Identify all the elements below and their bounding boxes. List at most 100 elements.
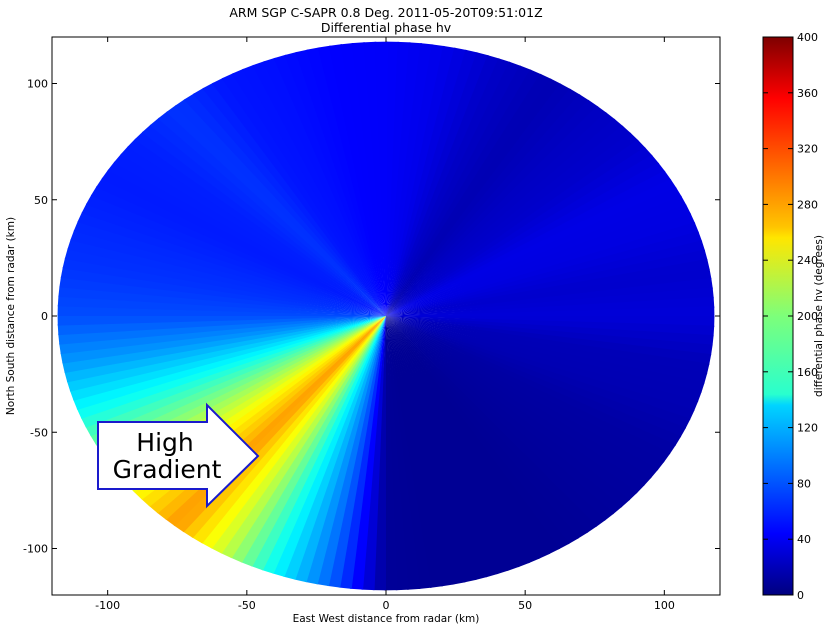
radar-ray (386, 316, 466, 585)
radar-ray (386, 316, 695, 421)
radar-ray (386, 78, 562, 316)
radar-ray (200, 316, 386, 549)
radar-ray (386, 316, 570, 550)
radar-ray (220, 316, 386, 559)
radar-ray (386, 139, 646, 316)
radar-ray (386, 316, 432, 589)
radar-ray (174, 98, 386, 316)
radar-ray (73, 316, 387, 410)
radar-ray (191, 316, 386, 544)
radar-ray (62, 316, 387, 374)
radar-ray (386, 316, 409, 591)
radar-ray (386, 88, 581, 316)
radar-ray (231, 68, 386, 316)
radar-ray (252, 61, 386, 316)
radar-ray (59, 316, 386, 355)
radar-ray (262, 57, 386, 317)
colorbar-tick-label: 200 (797, 310, 818, 323)
high-gradient-arrow (97, 402, 260, 509)
radar-ray (57, 314, 386, 326)
radar-ray (240, 316, 386, 567)
radar-ray (81, 203, 386, 316)
radar-ray (386, 316, 541, 564)
radar-ray (386, 316, 687, 438)
radar-ray (66, 316, 386, 392)
radar-ray (386, 65, 532, 316)
radar-ray (306, 47, 386, 317)
radar-ray (101, 169, 386, 316)
radar-ray (386, 316, 488, 581)
radar-ray (80, 316, 387, 428)
radar-ray (386, 125, 632, 317)
radar-ray (386, 296, 715, 316)
radar-ray (386, 132, 639, 316)
colorbar-tick-label: 120 (797, 422, 818, 435)
radar-ray (386, 316, 645, 494)
radar-ray (221, 73, 386, 317)
radar-ray (386, 204, 692, 316)
colorbar-tick-label: 40 (797, 533, 811, 546)
radar-ray (386, 61, 522, 317)
radar-ray (317, 45, 386, 316)
radar-ray (284, 51, 386, 316)
annotation-line-2: Gradient (113, 455, 222, 484)
colorbar-label: differential phase hv (degrees) (813, 235, 825, 397)
colorbar-ticks: 0 40 80 120 160 200 240 280 320 360 400 (763, 31, 818, 602)
radar-ray (242, 64, 386, 316)
radar-ray (166, 104, 386, 317)
radar-ray (386, 316, 606, 528)
radar-ray (386, 170, 672, 316)
radar-ray (386, 316, 676, 455)
radar-ray (363, 41, 386, 316)
radar-ray (351, 42, 386, 316)
radar-ray (120, 145, 386, 316)
radar-ray (386, 316, 652, 487)
radar-ray (295, 49, 386, 316)
radar-ray (386, 316, 520, 571)
x-tick-label: 0 (383, 599, 390, 612)
radar-ray (60, 316, 387, 364)
radar-ray (386, 316, 444, 588)
radar-ray (374, 41, 388, 317)
radar-ray (230, 316, 386, 563)
radar-ray (95, 316, 387, 454)
radar-ray (85, 194, 387, 316)
y-axis-ticks: -100 -50 0 50 100 (23, 78, 720, 556)
radar-ray (386, 316, 665, 471)
colorbar-tick-label: 80 (797, 477, 811, 490)
radar-ray (384, 316, 398, 591)
radar-ray (386, 94, 590, 316)
chart-subtitle: Differential phase hv (321, 20, 452, 35)
radar-ray (386, 316, 691, 429)
radar-ray (64, 316, 386, 383)
radar-ray (85, 316, 387, 437)
radar-ray (386, 316, 530, 568)
radar-ray (96, 177, 386, 316)
radar-ray (157, 111, 386, 316)
radar-ray (386, 83, 572, 316)
x-tick-label: 50 (518, 599, 532, 612)
radar-ray (211, 77, 386, 316)
radar-ray (273, 54, 386, 316)
y-axis-label: North South distance from radar (km) (5, 217, 17, 415)
radar-ray (386, 231, 703, 316)
colorbar-tick-label: 360 (797, 87, 818, 100)
radar-ray (328, 44, 386, 317)
radar-ray (76, 316, 387, 419)
chart-title: ARM SGP C-SAPR 0.8 Deg. 2011-05-20T09:51… (229, 5, 542, 20)
radar-ray (77, 211, 386, 316)
x-tick-label: -100 (95, 599, 120, 612)
radar-ray (386, 316, 615, 521)
radar-ray (250, 316, 386, 571)
radar-ray (386, 277, 713, 316)
radar-ray (90, 185, 386, 316)
radar-ray (69, 316, 386, 401)
radar-ray (386, 268, 712, 316)
radar-ray (386, 213, 696, 316)
colorbar-tick-label: 240 (797, 254, 818, 267)
radar-ray (386, 154, 660, 316)
radar-ray (183, 93, 386, 316)
colorbar-tick-label: 0 (797, 589, 804, 602)
y-tick-label: -50 (30, 426, 48, 439)
radar-ray (386, 187, 682, 316)
